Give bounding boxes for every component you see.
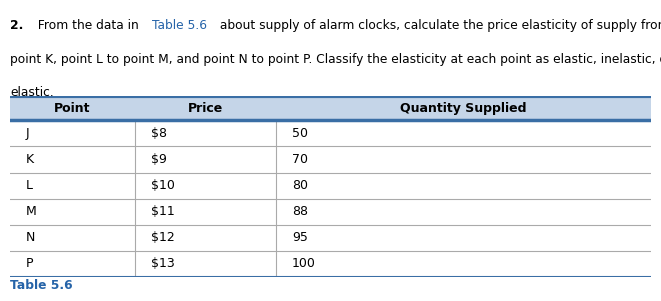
Text: From the data in: From the data in [30,19,143,32]
Text: J: J [26,127,30,140]
Text: elastic.: elastic. [10,86,54,99]
Text: Table 5.6: Table 5.6 [152,19,208,32]
Text: $8: $8 [151,127,167,140]
Bar [10,96,651,120]
Text: 80: 80 [292,179,308,192]
Text: Point: Point [54,102,91,115]
Text: Price: Price [188,102,223,115]
Text: point K, point L to point M, and point N to point P. Classify the elasticity at : point K, point L to point M, and point N… [10,53,661,66]
Text: about supply of alarm clocks, calculate the price elasticity of supply from: poi: about supply of alarm clocks, calculate … [216,19,661,32]
Text: L: L [26,179,33,192]
Text: P: P [26,257,34,270]
Text: 95: 95 [292,231,308,244]
Text: $11: $11 [151,205,175,218]
Text: 70: 70 [292,153,308,166]
Text: K: K [26,153,34,166]
Text: Table 5.6: Table 5.6 [10,279,73,292]
Text: $10: $10 [151,179,175,192]
Text: M: M [26,205,37,218]
Text: $12: $12 [151,231,175,244]
Text: N: N [26,231,35,244]
Text: 2.: 2. [10,19,23,32]
Text: 88: 88 [292,205,308,218]
Text: 100: 100 [292,257,316,270]
Text: 50: 50 [292,127,308,140]
Text: Quantity Supplied: Quantity Supplied [401,102,527,115]
Text: $13: $13 [151,257,175,270]
Text: $9: $9 [151,153,167,166]
